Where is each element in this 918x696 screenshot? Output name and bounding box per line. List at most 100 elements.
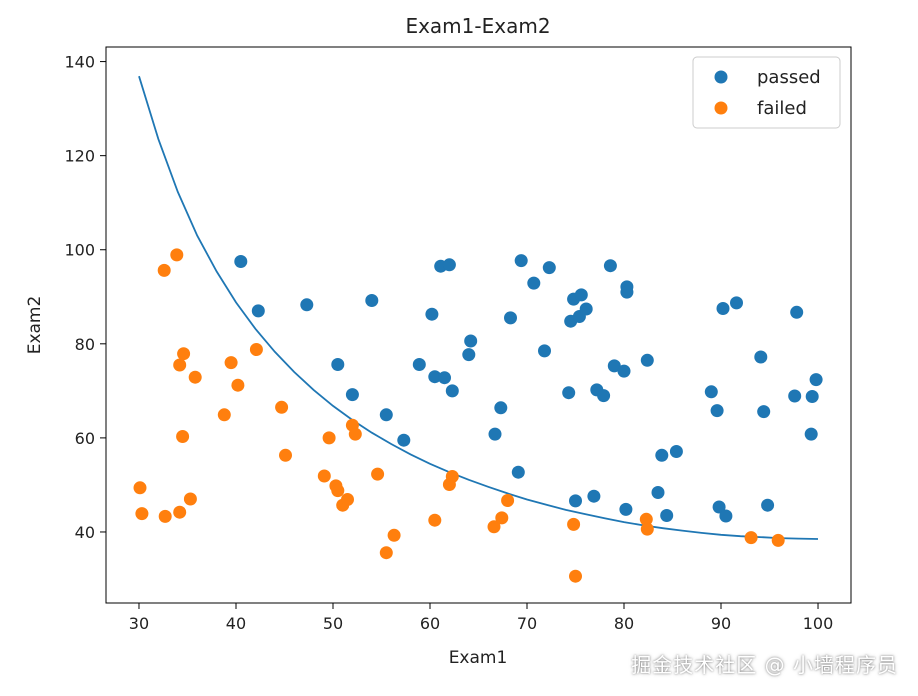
passed-point (464, 334, 478, 348)
legend-label-passed: passed (757, 67, 821, 88)
passed-point (511, 465, 525, 479)
passed-point (397, 433, 411, 447)
passed-point (712, 500, 726, 514)
passed-point (805, 390, 819, 403)
failed-point (135, 507, 149, 521)
passed-point (494, 401, 508, 415)
chart-title: Exam1-Exam2 (405, 14, 550, 38)
failed-point (331, 484, 345, 498)
passed-point (514, 254, 528, 268)
passed-point (538, 344, 551, 358)
y-tick-label: 60 (75, 429, 95, 448)
passed-point (620, 285, 634, 299)
passed-point (488, 427, 502, 441)
x-tick-label: 30 (129, 614, 149, 633)
passed-point (640, 353, 654, 367)
passed-point (527, 276, 541, 290)
passed-point (234, 255, 248, 268)
y-tick-label: 80 (75, 335, 95, 354)
passed-point (651, 486, 665, 499)
passed-point (574, 288, 588, 302)
passed-point (597, 389, 611, 403)
failed-point (569, 569, 582, 583)
failed-point (249, 343, 263, 356)
failed-point (170, 248, 184, 262)
passed-point (788, 389, 802, 403)
failed-point (567, 517, 581, 531)
passed-point (345, 388, 359, 402)
passed-point (704, 385, 718, 399)
failed-point (445, 470, 459, 483)
failed-point (157, 263, 171, 277)
legend-box (692, 56, 841, 129)
passed-point (562, 386, 576, 400)
passed-point (809, 373, 823, 387)
passed-point (804, 427, 818, 441)
x-tick-label: 60 (420, 614, 440, 633)
passed-point (438, 371, 451, 385)
passed-point (569, 494, 582, 508)
failed-point (428, 513, 442, 527)
failed-point (639, 512, 653, 526)
passed-point (365, 294, 379, 307)
passed-point (730, 296, 743, 310)
passed-point (428, 370, 442, 384)
decision-boundary-line (138, 75, 819, 540)
plot-frame (105, 46, 852, 604)
x-tick-label: 40 (226, 614, 246, 633)
y-tick-label: 40 (75, 523, 95, 542)
failed-point (387, 528, 401, 542)
failed-point (771, 533, 785, 547)
x-tick-label: 100 (803, 614, 834, 633)
failed-point (177, 347, 191, 361)
legend-marker-failed (714, 101, 728, 115)
failed-point (744, 531, 758, 545)
failed-point (379, 546, 393, 560)
passed-point (251, 304, 265, 318)
x-tick-label: 50 (323, 614, 343, 633)
legend-label-failed: failed (757, 98, 807, 119)
failed-point (224, 356, 238, 370)
legend: passed failed (692, 56, 841, 129)
failed-point (348, 427, 362, 441)
passed-point (300, 298, 314, 312)
passed-point (462, 348, 476, 362)
x-tick-label: 90 (711, 614, 731, 633)
y-tick-label: 100 (64, 241, 95, 260)
passed-point (716, 302, 730, 315)
failed-point (279, 448, 292, 462)
x-tick-label: 80 (614, 614, 634, 633)
failed-point (275, 400, 289, 414)
failed-point (158, 509, 172, 523)
failed-point (176, 430, 190, 443)
passed-point (790, 305, 804, 319)
failed-point (322, 431, 336, 445)
data-marks (133, 75, 823, 583)
passed-point (542, 261, 556, 275)
failed-point (173, 358, 187, 372)
y-axis-label: Exam2 (25, 296, 45, 355)
failed-point (231, 378, 245, 392)
passed-point (445, 384, 459, 398)
x-axis-label: Exam1 (449, 648, 508, 668)
failed-point (173, 505, 187, 519)
passed-point (579, 302, 593, 316)
x-tick-label: 70 (517, 614, 537, 633)
failed-point (217, 408, 231, 422)
watermark: 掘金技术社区 @ 小墙程序员 (631, 653, 898, 677)
failed-point (133, 481, 147, 495)
passed-point (442, 258, 456, 272)
passed-point (607, 359, 621, 373)
passed-point (603, 259, 617, 273)
passed-point (710, 404, 724, 418)
passed-point (379, 408, 393, 422)
passed-point (669, 445, 683, 458)
passed-point (660, 509, 674, 522)
passed-point (587, 489, 601, 503)
failed-point (183, 492, 197, 506)
passed-point (719, 509, 733, 523)
legend-marker-passed (714, 70, 728, 84)
failed-point (487, 520, 501, 534)
passed-point (754, 350, 768, 364)
